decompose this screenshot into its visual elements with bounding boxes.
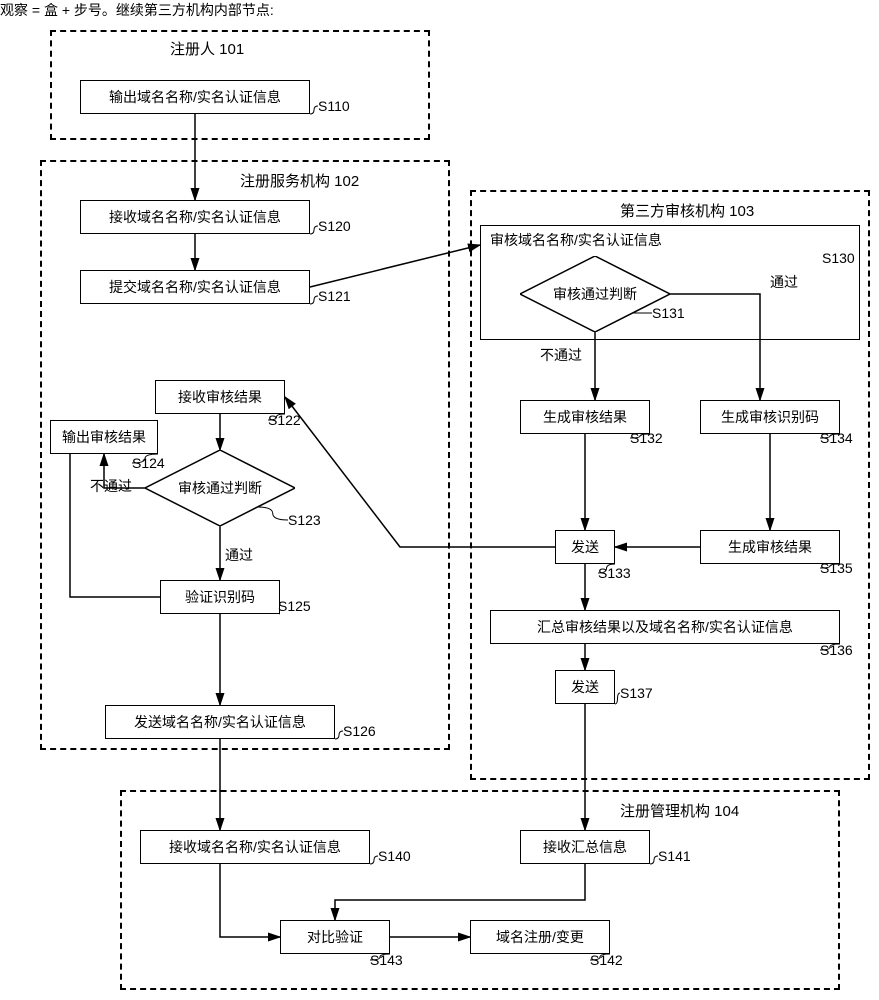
node-s141: 接收汇总信息 <box>520 830 650 864</box>
node-s110: 输出域名名称/实名认证信息 <box>80 80 310 114</box>
group-thirdparty-label: 第三方审核机构 103 <box>620 200 754 221</box>
node-s125: 验证识别码 <box>160 580 280 614</box>
node-s135: 生成审核结果 <box>700 530 840 564</box>
step-s140: S140 <box>378 848 411 864</box>
step-s142: S142 <box>590 952 623 968</box>
step-s141: S141 <box>658 848 691 864</box>
step-s120: S120 <box>318 218 351 234</box>
step-s137: S137 <box>620 685 653 701</box>
step-s126: S126 <box>343 723 376 739</box>
node-s132: 生成审核结果 <box>520 400 650 434</box>
node-s131-text: 审核通过判断 <box>520 256 670 332</box>
step-s134: S134 <box>820 430 853 446</box>
node-s122: 接收审核结果 <box>155 380 285 414</box>
node-s124: 输出审核结果 <box>50 420 158 454</box>
s130-text: 审核域名名称/实名认证信息 <box>490 230 662 250</box>
label-pass-123: 通过 <box>225 545 253 565</box>
node-s123-diamond: 审核通过判断 <box>145 450 295 526</box>
step-s132: S132 <box>630 430 663 446</box>
node-s121: 提交域名名称/实名认证信息 <box>80 270 310 304</box>
group-registrant-label: 注册人 101 <box>170 38 244 59</box>
s130-step: S130 <box>822 250 855 266</box>
step-s123: S123 <box>288 512 321 528</box>
step-s136: S136 <box>820 642 853 658</box>
step-s133: S133 <box>598 565 631 581</box>
label-fail-123: 不通过 <box>90 476 132 496</box>
step-s125: S125 <box>278 598 311 614</box>
step-s135: S135 <box>820 560 853 576</box>
node-s126: 发送域名名称/实名认证信息 <box>105 705 335 739</box>
node-s133: 发送 <box>555 530 615 564</box>
node-s140: 接收域名名称/实名认证信息 <box>140 830 370 864</box>
node-s137: 发送 <box>555 670 615 704</box>
step-s143: S143 <box>370 952 403 968</box>
group-mgmt-label: 注册管理机构 104 <box>620 800 739 821</box>
label-fail-131: 不通过 <box>540 345 582 365</box>
node-s131-diamond: 审核通过判断 <box>520 256 670 332</box>
step-s131: S131 <box>652 305 685 321</box>
label-pass-131: 通过 <box>770 272 798 292</box>
node-s136: 汇总审核结果以及域名名称/实名认证信息 <box>490 610 840 644</box>
group-service-label: 注册服务机构 102 <box>240 170 359 191</box>
step-s121: S121 <box>318 288 351 304</box>
step-s122: S122 <box>268 412 301 428</box>
node-s142: 域名注册/变更 <box>470 920 610 954</box>
flowchart-canvas: 注册人 101 注册服务机构 102 第三方审核机构 103 注册管理机构 10… <box>0 0 879 1000</box>
node-s134: 生成审核识别码 <box>700 400 840 434</box>
step-s110: S110 <box>318 98 350 114</box>
node-s120: 接收域名名称/实名认证信息 <box>80 200 310 234</box>
node-s123-text: 审核通过判断 <box>145 450 295 526</box>
node-s143: 对比验证 <box>280 920 390 954</box>
